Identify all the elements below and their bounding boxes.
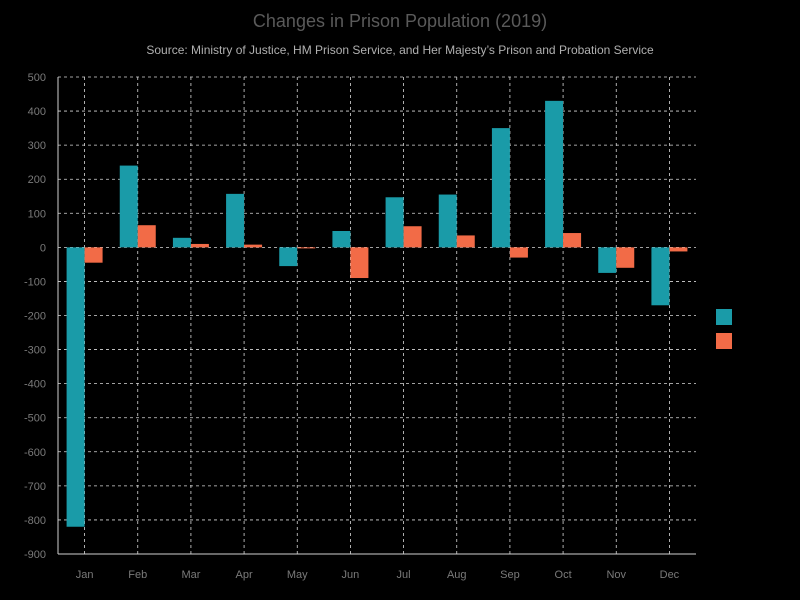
y-tick-label: 100 bbox=[28, 208, 46, 220]
bar-series-2 bbox=[669, 247, 688, 252]
x-tick-label: Mar bbox=[181, 569, 200, 581]
x-tick-label: Aug bbox=[447, 569, 467, 581]
x-tick-label: Feb bbox=[128, 569, 147, 581]
y-tick-label: 200 bbox=[28, 174, 46, 186]
bar-series-2 bbox=[244, 244, 263, 248]
bar-series-1 bbox=[226, 193, 245, 248]
legend-swatch-series-1 bbox=[716, 309, 732, 325]
chart-subtitle: Source: Ministry of Justice, HM Prison S… bbox=[146, 43, 654, 57]
y-tick-label: -900 bbox=[24, 549, 46, 561]
x-tick-label: Jun bbox=[342, 569, 360, 581]
x-tick-label: Dec bbox=[660, 569, 680, 581]
x-tick-label: May bbox=[287, 569, 308, 581]
bar-series-2 bbox=[456, 235, 475, 248]
bar-series-2 bbox=[350, 247, 369, 279]
bar-series-2 bbox=[297, 247, 316, 249]
bar-series-1 bbox=[172, 237, 191, 248]
bar-series-1 bbox=[385, 197, 404, 248]
x-tick-label: Apr bbox=[236, 569, 253, 581]
y-tick-label: -500 bbox=[24, 413, 46, 425]
x-tick-label: Nov bbox=[606, 569, 626, 581]
x-tick-label: Sep bbox=[500, 569, 520, 581]
bar-series-2 bbox=[509, 247, 528, 258]
y-tick-label: 300 bbox=[28, 140, 46, 152]
bar-series-2 bbox=[84, 247, 103, 263]
bar-series-1 bbox=[598, 247, 617, 273]
y-tick-label: -200 bbox=[24, 311, 46, 323]
legend-swatch-series-2 bbox=[716, 333, 732, 349]
bar-series-2 bbox=[616, 247, 635, 268]
y-tick-label: -100 bbox=[24, 276, 46, 288]
x-tick-label: Jan bbox=[76, 569, 94, 581]
chart-title: Changes in Prison Population (2019) bbox=[253, 11, 547, 31]
y-tick-label: -600 bbox=[24, 447, 46, 459]
legend bbox=[716, 309, 732, 349]
bar-series-1 bbox=[438, 194, 457, 248]
y-tick-label: -800 bbox=[24, 515, 46, 527]
axes-layer: 500 400 300 200 100 0 -100 -200 -300 -400 -500 -600… bbox=[24, 72, 696, 581]
x-tick-label: Jul bbox=[397, 569, 411, 581]
bar-series-2 bbox=[403, 226, 422, 248]
bar-series-1 bbox=[66, 247, 85, 527]
y-tick-label: -700 bbox=[24, 481, 46, 493]
bar-series-1 bbox=[491, 128, 510, 248]
bar-series-2 bbox=[190, 243, 209, 248]
bar-series-1 bbox=[119, 165, 138, 248]
bar-series-2 bbox=[563, 233, 582, 248]
y-tick-label: 500 bbox=[28, 72, 46, 84]
grid-layer bbox=[58, 76, 696, 555]
bar-series-1 bbox=[651, 247, 670, 306]
y-tick-label: -300 bbox=[24, 345, 46, 357]
bar-series-1 bbox=[332, 231, 351, 248]
y-tick-label: 400 bbox=[28, 106, 46, 118]
y-tick-label: -400 bbox=[24, 379, 46, 391]
y-tick-label: 0 bbox=[40, 242, 46, 254]
bar-series-1 bbox=[279, 247, 298, 267]
bars-layer bbox=[66, 100, 688, 527]
x-tick-label: Oct bbox=[555, 569, 572, 581]
bar-series-1 bbox=[545, 100, 564, 248]
bar-series-2 bbox=[137, 225, 156, 248]
